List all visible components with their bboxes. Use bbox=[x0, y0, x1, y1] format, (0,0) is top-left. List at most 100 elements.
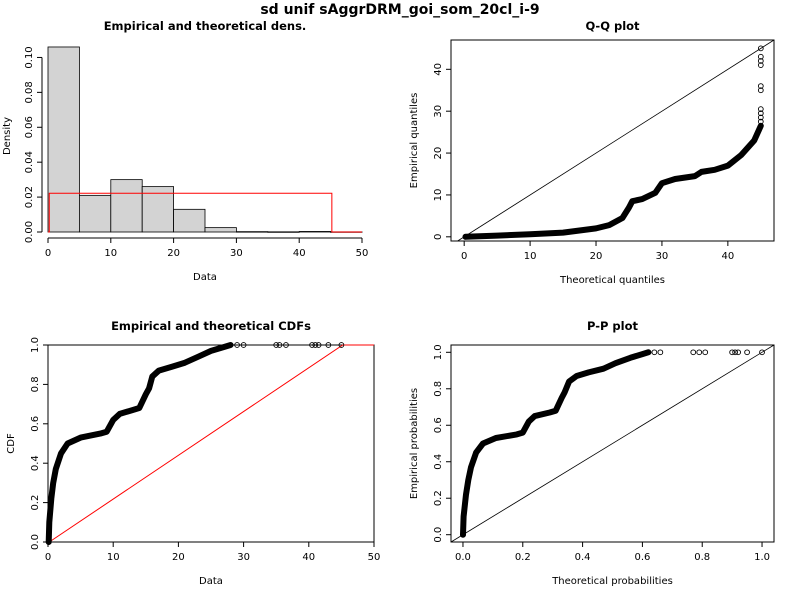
cdf-point bbox=[338, 342, 345, 348]
cdf-point bbox=[325, 342, 332, 348]
qq-point bbox=[757, 87, 764, 94]
pp-point bbox=[696, 349, 703, 356]
y-tick-label: 0.6 bbox=[30, 416, 41, 432]
cdf-point bbox=[309, 342, 315, 348]
pp-points-curve bbox=[460, 349, 652, 538]
cdf-point bbox=[273, 342, 280, 348]
y-tick-label: 0 bbox=[433, 234, 444, 240]
theoretical-density-line bbox=[48, 192, 362, 233]
x-tick-label: 20 bbox=[590, 251, 603, 262]
pp-point bbox=[732, 349, 738, 356]
y-tick-label: 0.6 bbox=[433, 417, 444, 433]
y-axis-label: Empirical probabilities bbox=[409, 388, 420, 499]
cdf-point bbox=[276, 342, 283, 348]
x-tick-label: 0.0 bbox=[455, 552, 471, 563]
x-tick-label: 30 bbox=[237, 552, 250, 563]
plot-frame bbox=[47, 344, 375, 543]
pp-point bbox=[702, 349, 709, 356]
histogram-bar bbox=[267, 231, 300, 233]
y-tick-label: 0.0 bbox=[433, 527, 444, 543]
pp-point bbox=[744, 349, 750, 356]
y-axis-label: Empirical quantiles bbox=[409, 93, 420, 189]
pp-point bbox=[690, 349, 697, 356]
qq-points-curve bbox=[462, 122, 764, 240]
qq-point bbox=[757, 45, 764, 52]
qq-point bbox=[757, 114, 764, 121]
y-tick-label: 0.0 bbox=[30, 534, 41, 550]
x-tick-label: 1.0 bbox=[754, 552, 770, 563]
x-tick-label: 0 bbox=[45, 552, 51, 563]
y-tick-label: 1.0 bbox=[433, 344, 444, 360]
qq-point bbox=[757, 58, 764, 64]
histogram-bar bbox=[204, 227, 237, 233]
empirical-cdf-curve bbox=[45, 342, 234, 545]
y-axis-label: CDF bbox=[6, 433, 17, 454]
x-axis-label: Theoretical quantiles bbox=[559, 275, 665, 286]
x-axis-label: Data bbox=[193, 272, 217, 283]
x-tick-label: 20 bbox=[167, 248, 180, 259]
y-tick-label: 0.4 bbox=[433, 454, 444, 470]
x-tick-label: 0.4 bbox=[575, 552, 591, 563]
y-tick-label: 10 bbox=[433, 189, 444, 202]
histogram-bar bbox=[235, 231, 269, 233]
chart-title: Empirical and theoretical dens. bbox=[104, 19, 307, 33]
chart-title: Empirical and theoretical CDFs bbox=[111, 319, 311, 333]
cdf-point bbox=[283, 342, 289, 348]
y-tick-label: 0.2 bbox=[30, 495, 41, 511]
reference-line bbox=[450, 344, 775, 543]
y-tick-label: 0.4 bbox=[30, 455, 41, 471]
y-tick-label: 0.06 bbox=[24, 116, 35, 138]
y-tick-label: 0.8 bbox=[30, 376, 41, 392]
plot-frame bbox=[450, 39, 775, 242]
x-tick-label: 0 bbox=[461, 251, 467, 262]
cdf-point bbox=[240, 342, 247, 348]
x-tick-label: 30 bbox=[656, 251, 669, 262]
x-tick-label: 40 bbox=[302, 552, 315, 563]
x-tick-label: 10 bbox=[524, 251, 537, 262]
y-tick-label: 40 bbox=[433, 63, 444, 76]
histogram-bar bbox=[110, 179, 143, 233]
page-title: sd unif sAggrDRM_goi_som_20cl_i-9 bbox=[260, 2, 540, 18]
x-tick-label: 0 bbox=[45, 248, 51, 259]
x-axis-label: Data bbox=[199, 576, 223, 587]
y-tick-label: 0.04 bbox=[24, 151, 35, 173]
chart-title: Q-Q plot bbox=[585, 19, 640, 33]
histogram-bar bbox=[79, 194, 112, 233]
qq-point bbox=[757, 106, 764, 112]
x-tick-label: 30 bbox=[230, 248, 243, 259]
chart-title: P-P plot bbox=[587, 319, 639, 333]
x-tick-label: 10 bbox=[104, 248, 117, 259]
x-tick-label: 10 bbox=[107, 552, 120, 563]
cdf-point bbox=[234, 342, 240, 348]
y-tick-label: 1.0 bbox=[30, 337, 41, 353]
y-axis-label: Density bbox=[2, 117, 13, 155]
x-tick-label: 0.2 bbox=[515, 552, 531, 563]
y-tick-label: 0.10 bbox=[24, 46, 35, 68]
x-tick-label: 0.8 bbox=[694, 552, 710, 563]
theoretical-cdf-line bbox=[49, 344, 374, 543]
reference-line bbox=[457, 39, 775, 242]
pp-point bbox=[729, 349, 735, 356]
x-tick-label: 40 bbox=[293, 248, 306, 259]
cdf-point bbox=[312, 342, 319, 348]
y-tick-label: 0.8 bbox=[433, 381, 444, 397]
qq-point bbox=[462, 233, 469, 240]
qq-point bbox=[757, 83, 764, 89]
x-tick-label: 50 bbox=[356, 248, 369, 259]
qq-point bbox=[757, 110, 764, 117]
y-tick-label: 0.00 bbox=[24, 221, 35, 243]
y-tick-label: 0.08 bbox=[24, 81, 35, 103]
pp-point bbox=[657, 349, 664, 356]
histogram-bar bbox=[173, 208, 206, 233]
x-tick-label: 0.6 bbox=[634, 552, 650, 563]
x-tick-label: 40 bbox=[721, 251, 734, 262]
histogram-bar bbox=[298, 231, 332, 233]
qq-point bbox=[757, 62, 764, 68]
y-tick-label: 0.02 bbox=[24, 186, 35, 208]
qq-point bbox=[757, 53, 764, 60]
x-tick-label: 50 bbox=[368, 552, 381, 563]
y-tick-label: 20 bbox=[433, 147, 444, 160]
y-tick-label: 30 bbox=[433, 105, 444, 118]
plot-frame bbox=[450, 344, 775, 543]
